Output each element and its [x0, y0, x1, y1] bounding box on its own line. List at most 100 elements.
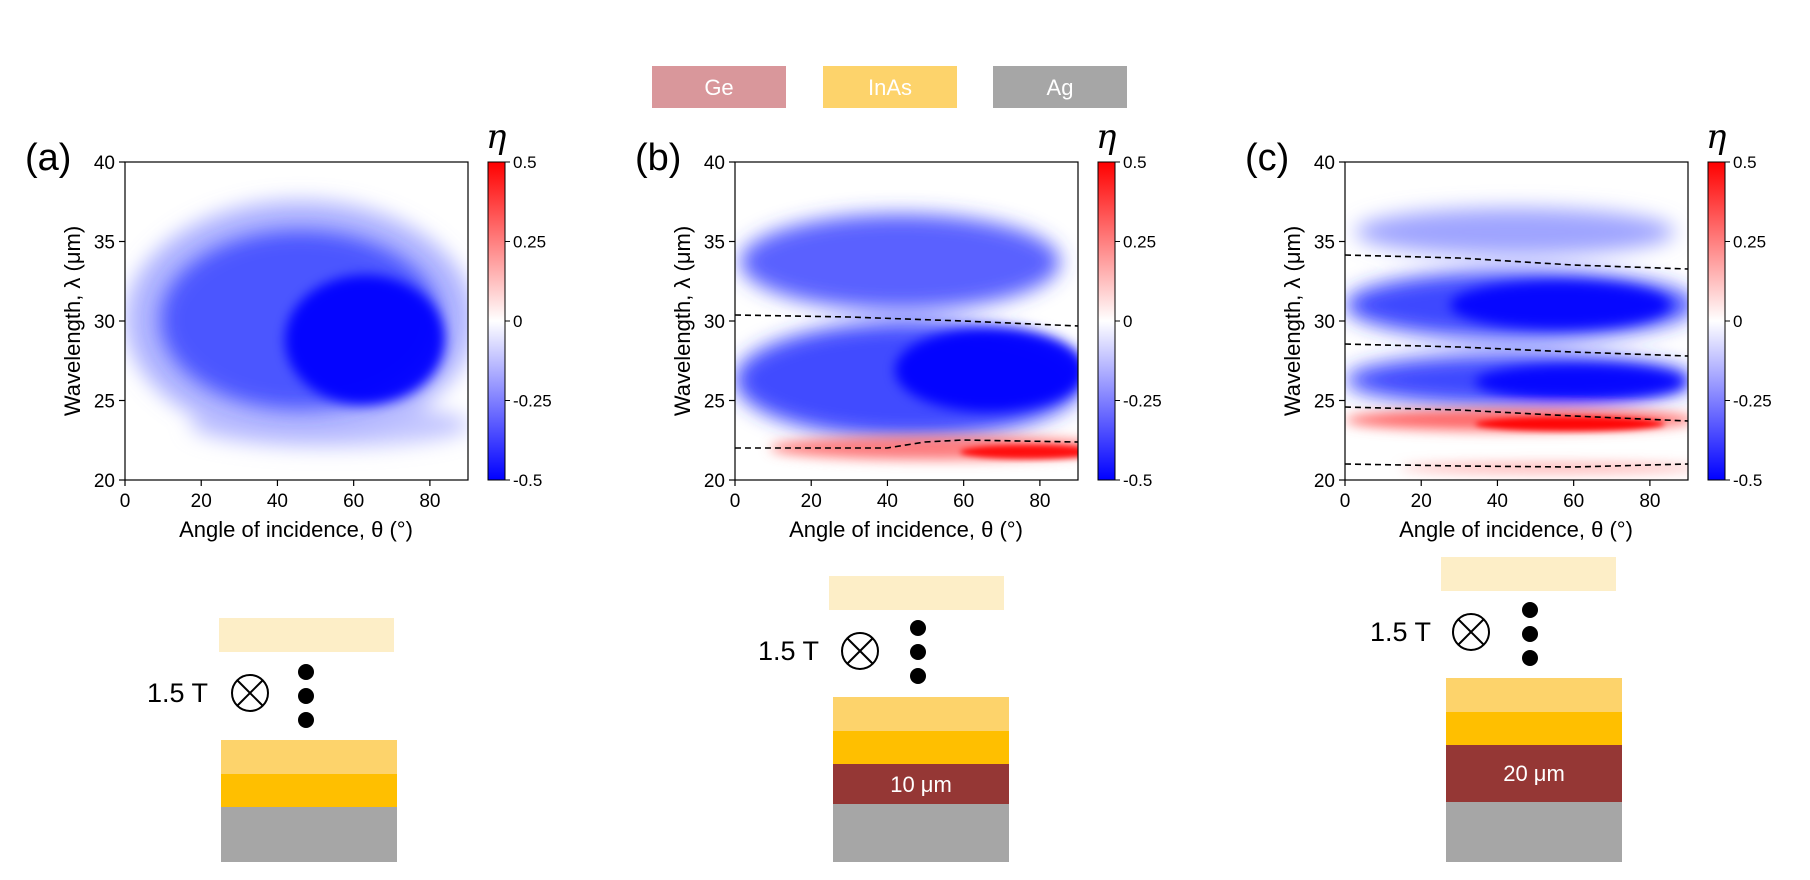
y-tick-label-a-0: 20 [94, 471, 115, 492]
heatmap-b-upper-band [740, 214, 1060, 310]
colorbar-b [1097, 161, 1116, 481]
colorbar-label-c: η [1706, 117, 1727, 157]
field-into-page-icon-b [841, 632, 879, 670]
heatmap-b [735, 162, 1078, 480]
heatmap-a-tail [190, 403, 468, 447]
colorbar-ticks-c: 0.5 0.25 0 -0.25 -0.5 [1725, 153, 1772, 490]
colorbar-c [1707, 161, 1726, 481]
x-tick-label-a-1: 20 [191, 491, 212, 512]
layer-inas-top-a [219, 618, 394, 652]
heatmap-c [1345, 162, 1688, 480]
layer-ag-b [833, 804, 1009, 862]
structure-c: 1.5 T 20 μm [1370, 557, 1622, 862]
y-tick-label-a-3: 35 [94, 233, 115, 254]
y-tick-label-c-1: 25 [1314, 392, 1335, 413]
colorbar-tick-label-a-4: -0.5 [513, 471, 542, 490]
colorbar-tick-label-a-0: 0.5 [513, 153, 537, 172]
dashed-line-b-2 [735, 439, 1078, 449]
field-into-page-icon-c [1452, 613, 1490, 651]
layer-inas-light-b [833, 697, 1009, 731]
y-tick-label-b-4: 40 [704, 153, 725, 174]
x-tick-label-c-3: 60 [1563, 491, 1584, 512]
colorbar-ticks-b: 0.5 0.25 0 -0.25 -0.5 [1115, 153, 1162, 490]
y-axis-label-c: Wavelength, λ (μm) [1280, 226, 1305, 416]
field-into-page-icon-a [231, 674, 269, 712]
x-tick-label-b-0: 0 [730, 491, 741, 512]
colorbar-label-a: η [486, 117, 507, 157]
colorbar-tick-label-b-4: -0.5 [1123, 471, 1152, 490]
layer-inas-top-b [829, 576, 1004, 610]
y-tick-label-c-3: 35 [1314, 233, 1335, 254]
layer-ge-b [833, 764, 1009, 804]
legend-swatch-ag [993, 66, 1127, 108]
heatmap-a [125, 162, 468, 480]
colorbar-tick-label-c-0: 0.5 [1733, 153, 1757, 172]
colorbar-tick-label-a-2: 0 [513, 312, 522, 331]
spacer-thickness-b: 10 μm [890, 772, 952, 797]
field-label-a: 1.5 T [147, 678, 208, 708]
y-tick-label-c-4: 40 [1314, 153, 1335, 174]
y-tick-label-b-3: 35 [704, 233, 725, 254]
structure-a: 1.5 T [147, 618, 397, 862]
y-tick-label-b-0: 20 [704, 471, 725, 492]
dashed-line-c-4 [1345, 463, 1688, 468]
field-label-c: 1.5 T [1370, 617, 1431, 647]
panel-label-c: (c) [1245, 137, 1289, 179]
x-tick-label-c-1: 20 [1411, 491, 1432, 512]
legend-swatch-inas [823, 66, 957, 108]
field-label-b: 1.5 T [758, 636, 819, 666]
spacer-thickness-c: 20 μm [1503, 761, 1565, 786]
dashed-line-c-3 [1345, 406, 1688, 422]
legend-label-ag: Ag [1047, 75, 1074, 100]
panel-label-b: (b) [635, 137, 681, 179]
x-tick-label-a-2: 40 [267, 491, 288, 512]
x-tick-label-b-4: 80 [1029, 491, 1050, 512]
dashed-line-b-1 [735, 314, 1078, 327]
colorbar-tick-label-c-1: 0.25 [1733, 233, 1766, 252]
colorbar-tick-label-b-0: 0.5 [1123, 153, 1147, 172]
colorbar-tick-label-c-4: -0.5 [1733, 471, 1762, 490]
dashed-line-c-2 [1345, 343, 1688, 357]
heatmap-c-positive-core [1475, 417, 1665, 431]
y-tick-label-c-2: 30 [1314, 312, 1335, 333]
heatmap-a-negative-core [285, 275, 445, 405]
layer-inas-b [833, 731, 1009, 764]
y-axis-label-a: Wavelength, λ (μm) [60, 226, 85, 416]
legend-item-ge: Ge [652, 66, 786, 108]
x-tick-label-b-2: 40 [877, 491, 898, 512]
layer-ag-c [1446, 802, 1622, 862]
panel-label-a: (a) [25, 137, 71, 179]
x-axis-label-b: Angle of incidence, θ (°) [789, 517, 1023, 542]
layer-ge-c [1446, 745, 1622, 802]
x-tick-label-c-0: 0 [1340, 491, 1351, 512]
colorbar-a [487, 161, 506, 481]
dashed-line-c-1 [1345, 254, 1688, 270]
colorbar-tick-label-c-2: 0 [1733, 312, 1742, 331]
legend-item-inas: InAs [823, 66, 957, 108]
y-tick-label-a-2: 30 [94, 312, 115, 333]
legend-label-inas: InAs [868, 75, 912, 100]
x-tick-label-a-4: 80 [419, 491, 440, 512]
legend-item-ag: Ag [993, 66, 1127, 108]
ellipsis-dots-a [298, 664, 314, 728]
colorbar-ticks-a: 0.5 0.25 0 -0.25 -0.5 [505, 153, 552, 490]
ellipsis-dots-c [1522, 602, 1538, 666]
y-tick-label-b-1: 25 [704, 392, 725, 413]
ellipsis-dots-b [910, 620, 926, 684]
legend-label-ge: Ge [704, 75, 733, 100]
heatmap-b-middle-core [895, 328, 1078, 412]
layer-inas-light-a [221, 740, 397, 774]
colorbar-label-b: η [1096, 117, 1117, 157]
heatmap-c-top-band [1355, 208, 1675, 256]
colorbar-tick-label-c-3: -0.25 [1733, 392, 1772, 411]
x-tick-label-c-4: 80 [1639, 491, 1660, 512]
x-tick-label-a-0: 0 [120, 491, 131, 512]
y-tick-label-a-4: 40 [94, 153, 115, 174]
